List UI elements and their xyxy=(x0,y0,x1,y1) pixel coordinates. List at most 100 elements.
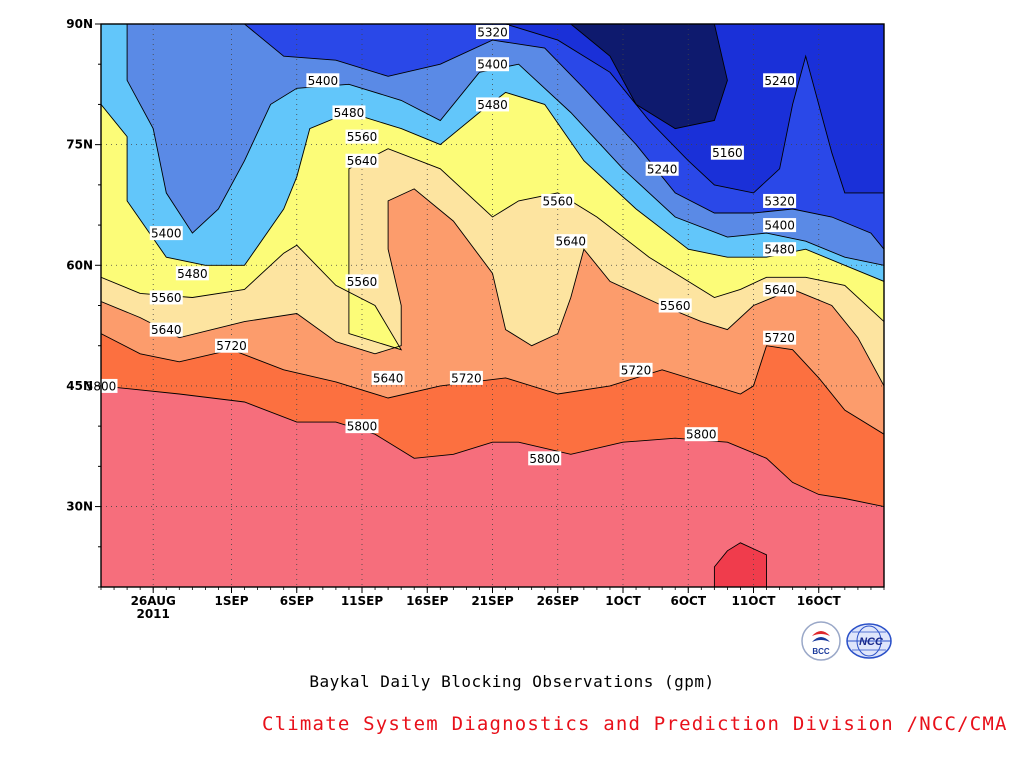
contour-label-text: 5640 xyxy=(373,371,404,385)
contour-label: 5400 xyxy=(763,218,797,233)
contour-line-5400 xyxy=(126,24,884,266)
x-tick-label: 16SEP xyxy=(406,594,449,608)
contour-label-text: 5640 xyxy=(151,323,182,337)
contour-label: 5560 xyxy=(541,193,575,208)
x-tick-label: 26AUG xyxy=(131,594,176,608)
contour-label: 5560 xyxy=(345,129,379,144)
contour-label-box xyxy=(658,298,692,313)
contour-label: 5320 xyxy=(476,25,509,40)
contour-label-box xyxy=(763,282,797,297)
contour-label-text: 5720 xyxy=(216,339,247,353)
ncc-logo-text: NCC xyxy=(859,636,884,648)
bcc-logo-icon: BCC xyxy=(800,620,842,662)
contour-label-text: 5640 xyxy=(556,235,587,249)
contour-label-box xyxy=(763,193,797,208)
contour-label-text: 5560 xyxy=(151,291,182,305)
contour-label-text: 5400 xyxy=(477,58,508,72)
contour-label-box xyxy=(554,234,588,249)
contour-label: 5720 xyxy=(619,362,653,377)
contour-line-5720 xyxy=(101,333,884,435)
credit-line: Climate System Diagnostics and Predictio… xyxy=(262,713,1008,735)
contour-label: 5240 xyxy=(645,161,679,176)
contour-label-box xyxy=(345,153,379,168)
contour-line-5480 xyxy=(101,24,884,282)
contour-label: 5640 xyxy=(149,322,183,337)
contour-label-text: 5560 xyxy=(542,194,573,208)
contour-label: 5240 xyxy=(763,73,797,88)
contour-label-box xyxy=(476,57,509,72)
contour-label-box xyxy=(449,370,483,385)
contour-line-5800 xyxy=(101,385,884,508)
contour-label-box xyxy=(541,193,575,208)
contour-label-box xyxy=(149,290,183,305)
contour-label-box xyxy=(528,451,562,466)
contour-label-text: 5640 xyxy=(347,154,378,168)
x-tick-label: 11SEP xyxy=(341,594,384,608)
contour-label-box xyxy=(215,338,248,353)
x-tick-label: 26SEP xyxy=(537,594,580,608)
bcc-logo-text: BCC xyxy=(812,647,830,656)
contour-label: 5720 xyxy=(763,330,797,345)
contour-label-text: 5560 xyxy=(660,299,691,313)
contour-line-5240 xyxy=(505,24,884,194)
contour-label-text: 5400 xyxy=(151,227,182,241)
x-tick-label: 16OCT xyxy=(797,594,842,608)
contour-label-box xyxy=(175,266,209,281)
y-tick-label: 45N xyxy=(66,379,93,393)
contour-label-text: 5160 xyxy=(712,146,743,160)
contour-label-text: 5720 xyxy=(764,331,795,345)
contour-label-text: 5720 xyxy=(621,363,652,377)
contour-label-box xyxy=(149,322,183,337)
contour-labels: 5320 5400 5400 5480 5480 5560 5640 5400 5480 5560… xyxy=(84,25,797,466)
contour-label: 5640 xyxy=(763,282,797,297)
fill-high-center-5880 xyxy=(714,542,767,587)
contour-line-5880 xyxy=(713,542,767,587)
contour-label-text: 5560 xyxy=(347,275,378,289)
contour-label: 5480 xyxy=(332,105,366,120)
contour-label-box xyxy=(345,274,379,289)
contour-label-text: 5800 xyxy=(529,452,560,466)
contour-label: 5720 xyxy=(449,370,483,385)
contour-label-text: 5400 xyxy=(308,74,339,88)
contour-label-text: 5480 xyxy=(177,267,208,281)
contour-label-box xyxy=(763,242,797,257)
contour-label: 5640 xyxy=(371,370,405,385)
contour-label-box xyxy=(306,73,340,88)
contour-label-box xyxy=(149,226,183,241)
contour-label: 5800 xyxy=(684,427,718,442)
contour-label: 5400 xyxy=(476,57,509,72)
contour-label-box xyxy=(476,25,509,40)
contour-line-5320 xyxy=(244,24,884,250)
y-tick-label: 75N xyxy=(66,138,93,152)
contour-label-text: 5640 xyxy=(764,283,795,297)
contour-label: 5480 xyxy=(175,266,209,281)
x-tick-label: 6OCT xyxy=(670,594,706,608)
contour-label-box xyxy=(763,218,797,233)
x-tick-label: 6SEP xyxy=(280,594,314,608)
chart-title: Baykal Daily Blocking Observations (gpm) xyxy=(309,672,715,691)
contour-label-text: 5480 xyxy=(764,243,795,257)
contour-label-box xyxy=(710,145,744,160)
contour-label-box xyxy=(619,362,653,377)
x-tick-sublabel: 2011 xyxy=(136,607,169,621)
y-tick-label: 60N xyxy=(66,258,93,272)
contour-label: 5480 xyxy=(476,97,509,112)
contour-label-box xyxy=(371,370,405,385)
x-tick-label: 1SEP xyxy=(215,594,249,608)
contour-label: 5560 xyxy=(345,274,379,289)
contour-label-box xyxy=(684,427,718,442)
contour-label-text: 5240 xyxy=(764,74,795,88)
contour-label-text: 5720 xyxy=(451,371,482,385)
contour-label: 5640 xyxy=(554,234,588,249)
contour-label: 5560 xyxy=(658,298,692,313)
contour-label-box xyxy=(645,161,679,176)
contour-label-text: 5320 xyxy=(477,26,508,40)
fill-band-5160 xyxy=(570,24,728,129)
contour-label-box xyxy=(763,330,797,345)
contour-label-box xyxy=(332,105,366,120)
y-tick-label: 90N xyxy=(66,17,93,31)
contour-lines xyxy=(101,24,884,587)
contour-label-text: 5240 xyxy=(647,162,678,176)
contour-label: 5800 xyxy=(528,451,562,466)
